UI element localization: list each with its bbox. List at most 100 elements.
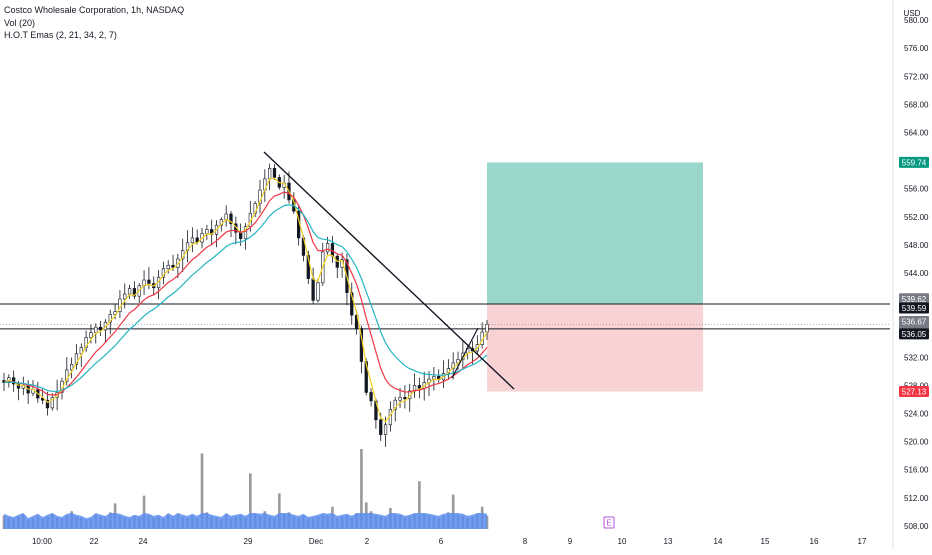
candle[interactable] — [485, 323, 489, 333]
candle[interactable] — [195, 237, 199, 243]
time-tick-label: 6 — [439, 537, 444, 546]
candle[interactable] — [205, 229, 209, 234]
trendline-breakout[interactable] — [451, 327, 479, 379]
time-tick-label: 29 — [244, 537, 253, 546]
candle[interactable] — [166, 264, 170, 270]
price-tick-label: 576.00 — [904, 44, 929, 53]
volume-bar — [277, 493, 281, 529]
candle[interactable] — [171, 264, 175, 268]
candle[interactable] — [229, 213, 233, 225]
price-tick-label: 516.00 — [904, 466, 929, 475]
price-label-badge — [899, 316, 929, 328]
candle[interactable] — [398, 397, 402, 401]
stop-loss-zone[interactable] — [487, 303, 703, 392]
candle[interactable] — [316, 282, 320, 301]
price-tick-label: 556.00 — [904, 185, 929, 194]
symbol-title[interactable]: Costco Wholesale Corporation, 1h, NASDAQ — [4, 5, 185, 15]
candle[interactable] — [350, 292, 354, 316]
time-tick-label: 10 — [618, 537, 627, 546]
candle[interactable] — [243, 226, 248, 239]
trendline-down[interactable] — [263, 151, 515, 390]
volume-bar — [451, 494, 455, 529]
candle[interactable] — [69, 364, 74, 371]
volume-bar — [249, 473, 252, 529]
candle[interactable] — [403, 397, 407, 400]
candle[interactable] — [127, 288, 132, 295]
time-tick-label: 9 — [568, 537, 573, 546]
candle[interactable] — [12, 377, 16, 385]
volume-average-area — [4, 513, 487, 529]
price-tick-label: 552.00 — [904, 213, 929, 222]
price-tick-label: 508.00 — [904, 522, 929, 531]
candle[interactable] — [79, 347, 83, 355]
price-tick-label: 580.00 — [904, 16, 929, 25]
candle[interactable] — [272, 168, 277, 178]
time-tick-label: 15 — [761, 537, 770, 546]
price-label-badge — [899, 328, 929, 340]
volume-bar — [418, 481, 421, 529]
earnings-event-marker[interactable] — [603, 516, 615, 529]
candle[interactable] — [369, 392, 373, 402]
time-tick-label: 24 — [139, 537, 148, 546]
price-label-text: 539.59 — [902, 304, 927, 313]
candle[interactable] — [45, 399, 50, 409]
price-tick-label: 524.00 — [904, 410, 929, 419]
candle[interactable] — [190, 237, 194, 244]
candle[interactable] — [432, 375, 436, 380]
time-tick-label: 10:00 — [32, 537, 53, 546]
candle[interactable] — [132, 288, 137, 297]
ema-fast-line — [3, 177, 488, 423]
time-tick-label: 13 — [664, 537, 673, 546]
candle[interactable] — [94, 326, 98, 334]
candle[interactable] — [50, 397, 54, 409]
price-label-badge — [899, 156, 929, 168]
candle[interactable] — [74, 353, 79, 365]
time-tick-label: 8 — [523, 537, 528, 546]
price-label-text: 527.13 — [902, 388, 927, 397]
price-label-badge — [899, 386, 929, 398]
candle[interactable] — [393, 399, 397, 410]
candle[interactable] — [311, 278, 315, 301]
ema-slow-line — [3, 204, 488, 393]
candle[interactable] — [65, 369, 69, 382]
candle[interactable] — [108, 314, 112, 323]
candle[interactable] — [16, 383, 21, 389]
price-tick-label: 568.00 — [904, 100, 929, 109]
chart-legend: Costco Wholesale Corporation, 1h, NASDAQ… — [4, 4, 184, 42]
candle[interactable] — [383, 424, 388, 435]
candle[interactable] — [123, 293, 127, 300]
candle[interactable] — [268, 168, 272, 180]
time-tick-label: 14 — [714, 537, 723, 546]
price-tick-label: 572.00 — [904, 72, 929, 81]
volume-bar — [142, 495, 146, 529]
candle[interactable] — [98, 326, 103, 331]
candle[interactable] — [379, 419, 383, 435]
time-tick-label: 17 — [858, 537, 867, 546]
price-tick-label: 548.00 — [904, 241, 929, 250]
price-label-text: 536.05 — [902, 330, 927, 339]
time-tick-label: 2 — [365, 537, 370, 546]
candle[interactable] — [330, 243, 335, 257]
price-label-badge — [899, 302, 929, 314]
time-tick-label: Dec — [309, 537, 323, 546]
price-label-text: 559.74 — [902, 158, 927, 167]
candle[interactable] — [89, 332, 93, 338]
price-tick-label: 564.00 — [904, 128, 929, 137]
volume-indicator-label[interactable]: Vol (20) — [4, 17, 36, 28]
profit-target-zone[interactable] — [487, 162, 703, 304]
volume-bar — [360, 449, 363, 529]
price-tick-label: 532.00 — [904, 353, 929, 362]
price-label-text: 536.67 — [902, 318, 927, 327]
price-tick-label: 512.00 — [904, 494, 929, 503]
ema-mid-line — [3, 191, 488, 396]
price-tick-label: 528.00 — [904, 381, 929, 390]
candle[interactable] — [417, 385, 422, 389]
price-label-badge — [899, 293, 929, 305]
candle[interactable] — [147, 279, 151, 284]
currency-label: USD — [904, 9, 921, 18]
candle[interactable] — [325, 243, 330, 253]
earnings-event-label: E — [606, 519, 611, 528]
ema-indicator-label[interactable]: H.O.T Emas (2, 21, 34, 2, 7) — [4, 30, 117, 40]
